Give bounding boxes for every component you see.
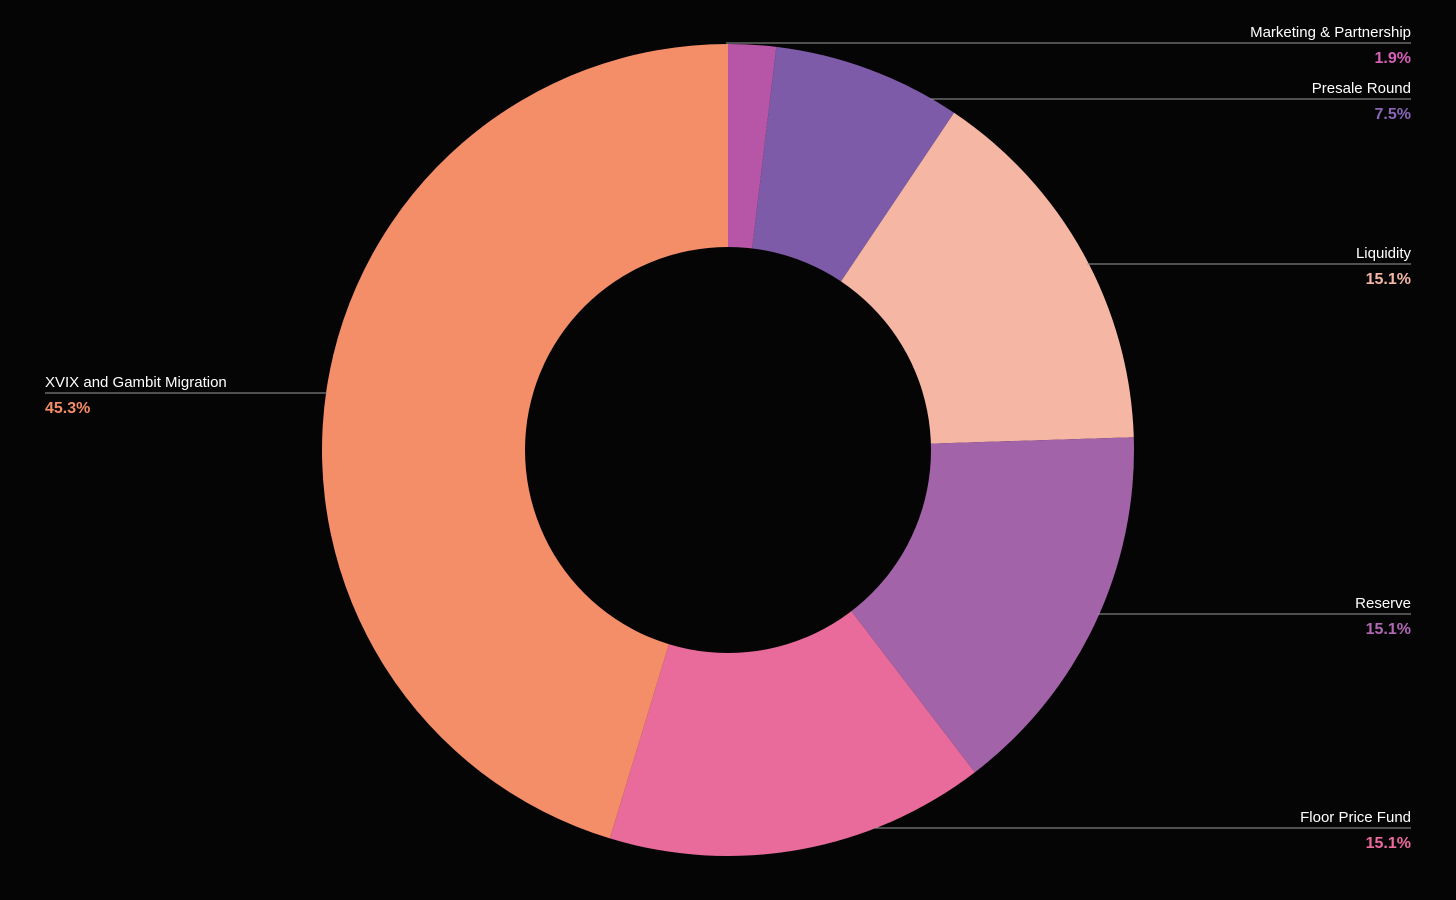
slice-value-marketing-and-partnership: 1.9% bbox=[1375, 50, 1411, 67]
slice-label-liquidity: Liquidity bbox=[1356, 245, 1412, 262]
slice-value-liquidity: 15.1% bbox=[1366, 271, 1411, 288]
labels-group: Marketing & Partnership 1.9% Presale Round… bbox=[45, 24, 1411, 852]
slice-label-presale-round: Presale Round bbox=[1312, 80, 1411, 97]
slice-value-reserve: 15.1% bbox=[1366, 621, 1411, 638]
slice-value-floor-price-fund: 15.1% bbox=[1366, 835, 1411, 852]
slice-xvix-and-gambit-migration bbox=[322, 44, 728, 839]
slice-label-reserve: Reserve bbox=[1355, 595, 1411, 612]
slice-label-floor-price-fund: Floor Price Fund bbox=[1300, 809, 1411, 826]
slice-label-xvix-and-gambit-migration: XVIX and Gambit Migration bbox=[45, 374, 227, 391]
slice-label-marketing-and-partnership: Marketing & Partnership bbox=[1250, 24, 1411, 41]
slice-value-xvix-and-gambit-migration: 45.3% bbox=[45, 400, 90, 417]
donut-hole bbox=[525, 247, 931, 653]
slice-value-presale-round: 7.5% bbox=[1375, 106, 1411, 123]
